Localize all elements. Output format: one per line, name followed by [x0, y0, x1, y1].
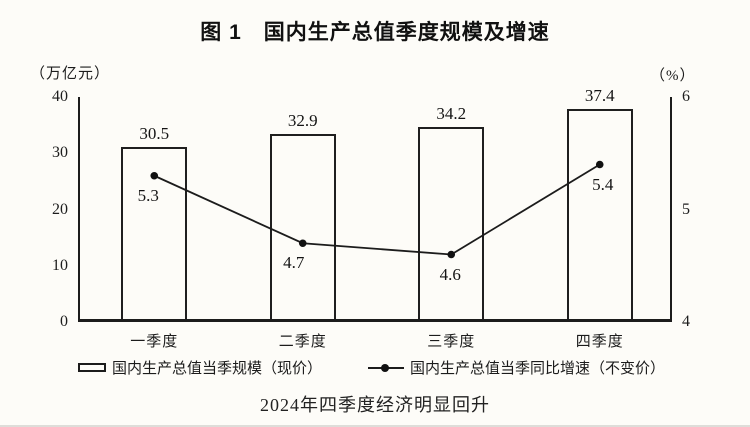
right-axis-tick-label: 5	[682, 200, 690, 218]
gdp-bar	[418, 126, 485, 319]
left-axis-tick-label: 0	[60, 313, 68, 330]
gdp-bar	[269, 133, 336, 319]
left-axis-tick-label: 30	[52, 144, 68, 162]
growth-line	[153, 163, 601, 256]
legend-label-gdp-scale: 国内生产总值当季规模（现价）	[112, 361, 323, 377]
growth-point-dot	[150, 171, 159, 180]
bar-value-label: 37.4	[584, 85, 615, 105]
growth-value-label: 5.4	[592, 174, 614, 194]
x-axis-label: 三季度	[427, 334, 476, 350]
growth-point-dot	[595, 160, 604, 169]
gdp-bar	[566, 108, 633, 319]
right-axis-tick-label: 6	[682, 88, 690, 105]
growth-line-chart	[150, 160, 604, 259]
bar-value-label: 30.5	[139, 124, 170, 144]
x-axis-label: 一季度	[130, 334, 179, 350]
legend-item-gdp-scale: 国内生产总值当季规模（现价）	[78, 357, 322, 378]
legend-item-growth-rate: 国内生产总值当季同比增速（不变价）	[368, 357, 665, 378]
page-bottom-divider	[0, 425, 750, 427]
bar-swatch-icon	[78, 363, 106, 372]
chart-caption: 2024年四季度经济明显回升	[260, 395, 490, 415]
growth-point-dot	[447, 250, 456, 259]
growth-value-label: 4.6	[439, 264, 461, 284]
bar-value-label: 34.2	[436, 103, 467, 123]
legend: 国内生产总值当季规模（现价） 国内生产总值当季同比增速（不变价）	[0, 357, 750, 377]
growth-value-label: 5.3	[137, 185, 159, 205]
x-axis-label: 四季度	[575, 334, 624, 350]
right-axis-tick-label: 4	[682, 313, 690, 330]
right-axis-unit: （%）	[650, 68, 696, 84]
chart-title: 图 1 国内生产总值季度规模及增速	[200, 21, 550, 44]
left-axis-tick-label: 10	[52, 256, 68, 274]
line-point-icon	[381, 363, 389, 372]
left-axis-tick-label: 20	[52, 200, 68, 218]
left-axis-tick-label: 40	[52, 88, 68, 105]
legend-label-growth-rate: 国内生产总值当季同比增速（不变价）	[410, 361, 666, 377]
bar-value-label: 32.9	[287, 110, 318, 130]
x-axis-label: 二季度	[278, 334, 327, 350]
line-swatch-icon	[368, 363, 404, 372]
plot-area: 0 10 20 30 40 4 5 6 30.5 一季度 32.9 二季度 34.2 三季度 37.4 四季度…	[52, 87, 690, 350]
growth-value-label: 4.7	[283, 253, 305, 273]
left-axis-unit: （万亿元）	[30, 66, 111, 82]
growth-point-dot	[298, 239, 307, 248]
